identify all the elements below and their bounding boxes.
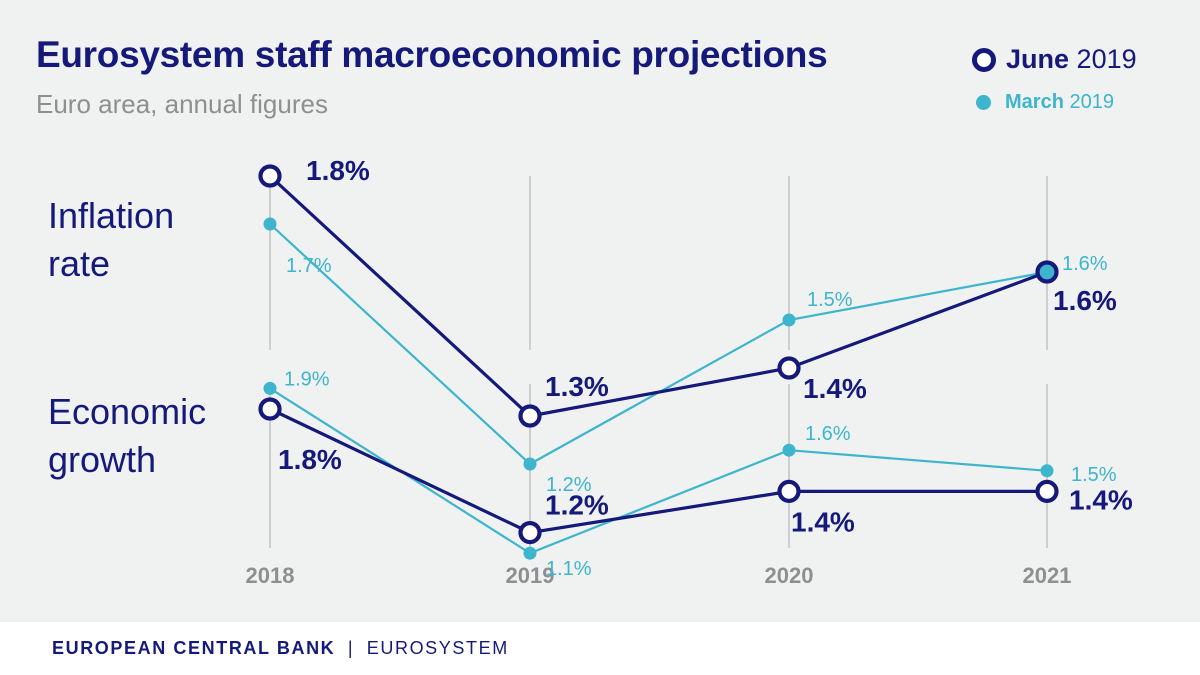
point-inflation-june-2019: [518, 404, 542, 428]
projections-chart: 2018 2019 2020 2021 1.7% 1.2% 1.5% 1.6% 1.8% 1.3%…: [246, 155, 1133, 588]
legend-june-month: June: [1006, 44, 1070, 74]
legend-june-year: 2019: [1076, 44, 1137, 74]
x-tick-label-2020: 2020: [765, 563, 814, 588]
point-inflation-march-2020: [782, 313, 796, 327]
point-growth-june-2019: [518, 520, 542, 545]
data-label-inflation-march-2021: 1.6%: [1062, 253, 1108, 275]
panel-label-growth-line2: growth: [48, 439, 157, 480]
x-tick-label-2019: 2019: [506, 563, 555, 588]
data-label-inflation-june-2019: 1.3%: [545, 371, 609, 402]
data-label-inflation-march-2020: 1.5%: [807, 289, 853, 311]
data-label-inflation-june-2021: 1.6%: [1053, 285, 1117, 316]
legend-march: March 2019: [976, 91, 1114, 114]
point-growth-june-2021: [1035, 479, 1059, 503]
chart-title: Eurosystem staff macroeconomic projectio…: [36, 34, 828, 75]
data-label-inflation-june-2018: 1.8%: [306, 155, 370, 186]
data-label-growth-march-2021: 1.5%: [1071, 464, 1117, 486]
data-label-growth-june-2019: 1.2%: [545, 490, 609, 521]
data-label-growth-march-2020: 1.6%: [805, 423, 851, 445]
legend-june: June 2019: [972, 44, 1137, 75]
legend-march-month: March: [1005, 91, 1064, 113]
data-label-growth-june-2021: 1.4%: [1069, 484, 1133, 515]
point-inflation-june-2021: [1035, 260, 1059, 284]
panel-label-inflation-line2: rate: [48, 243, 111, 284]
series-line-inflation-march: [269, 223, 1048, 466]
point-inflation-march-2018: [263, 217, 277, 231]
footer-org: EUROPEAN CENTRAL BANK: [52, 638, 336, 658]
legend-march-marker-icon: [976, 95, 991, 110]
series-line-inflation-june: [268, 174, 1048, 418]
legend-june-marker-icon: [972, 47, 996, 72]
x-tick-label-2018: 2018: [246, 563, 295, 588]
data-label-inflation-june-2020: 1.4%: [803, 373, 867, 404]
panel-label-growth-line1: Economic: [48, 391, 207, 432]
point-growth-march-2019: [523, 546, 537, 560]
data-label-growth-june-2020: 1.4%: [791, 506, 855, 537]
footer-bar: EUROPEAN CENTRAL BANK | EUROSYSTEM: [0, 622, 1200, 675]
point-inflation-march-2019: [523, 457, 537, 471]
data-label-growth-march-2019: 1.1%: [546, 558, 592, 580]
legend-march-year: 2019: [1069, 91, 1114, 113]
series-line-growth-march: [269, 387, 1048, 555]
point-growth-june-2020: [777, 479, 801, 503]
footer-separator: |: [347, 638, 355, 658]
panel-label-growth: Economic growth: [48, 388, 206, 484]
data-label-inflation-march-2019: 1.2%: [546, 474, 592, 496]
point-growth-march-2018: [263, 381, 277, 395]
point-growth-march-2020: [782, 443, 796, 457]
point-inflation-june-2018: [258, 164, 282, 188]
point-growth-march-2021: [1040, 464, 1054, 478]
point-growth-june-2018: [258, 397, 282, 421]
point-inflation-june-2020: [777, 356, 801, 380]
series-line-growth-june: [269, 407, 1047, 535]
footer-system: EUROSYSTEM: [366, 638, 509, 658]
data-label-inflation-march-2018: 1.7%: [286, 255, 332, 277]
panel-label-inflation-line1: Inflation: [48, 195, 175, 236]
footer-brand: EUROPEAN CENTRAL BANK | EUROSYSTEM: [52, 638, 509, 659]
data-label-growth-june-2018: 1.8%: [278, 444, 342, 475]
data-label-growth-march-2018: 1.9%: [284, 368, 330, 390]
chart-subtitle: Euro area, annual figures: [36, 89, 328, 119]
panel-label-inflation: Inflation rate: [48, 192, 174, 288]
x-tick-label-2021: 2021: [1023, 563, 1072, 588]
